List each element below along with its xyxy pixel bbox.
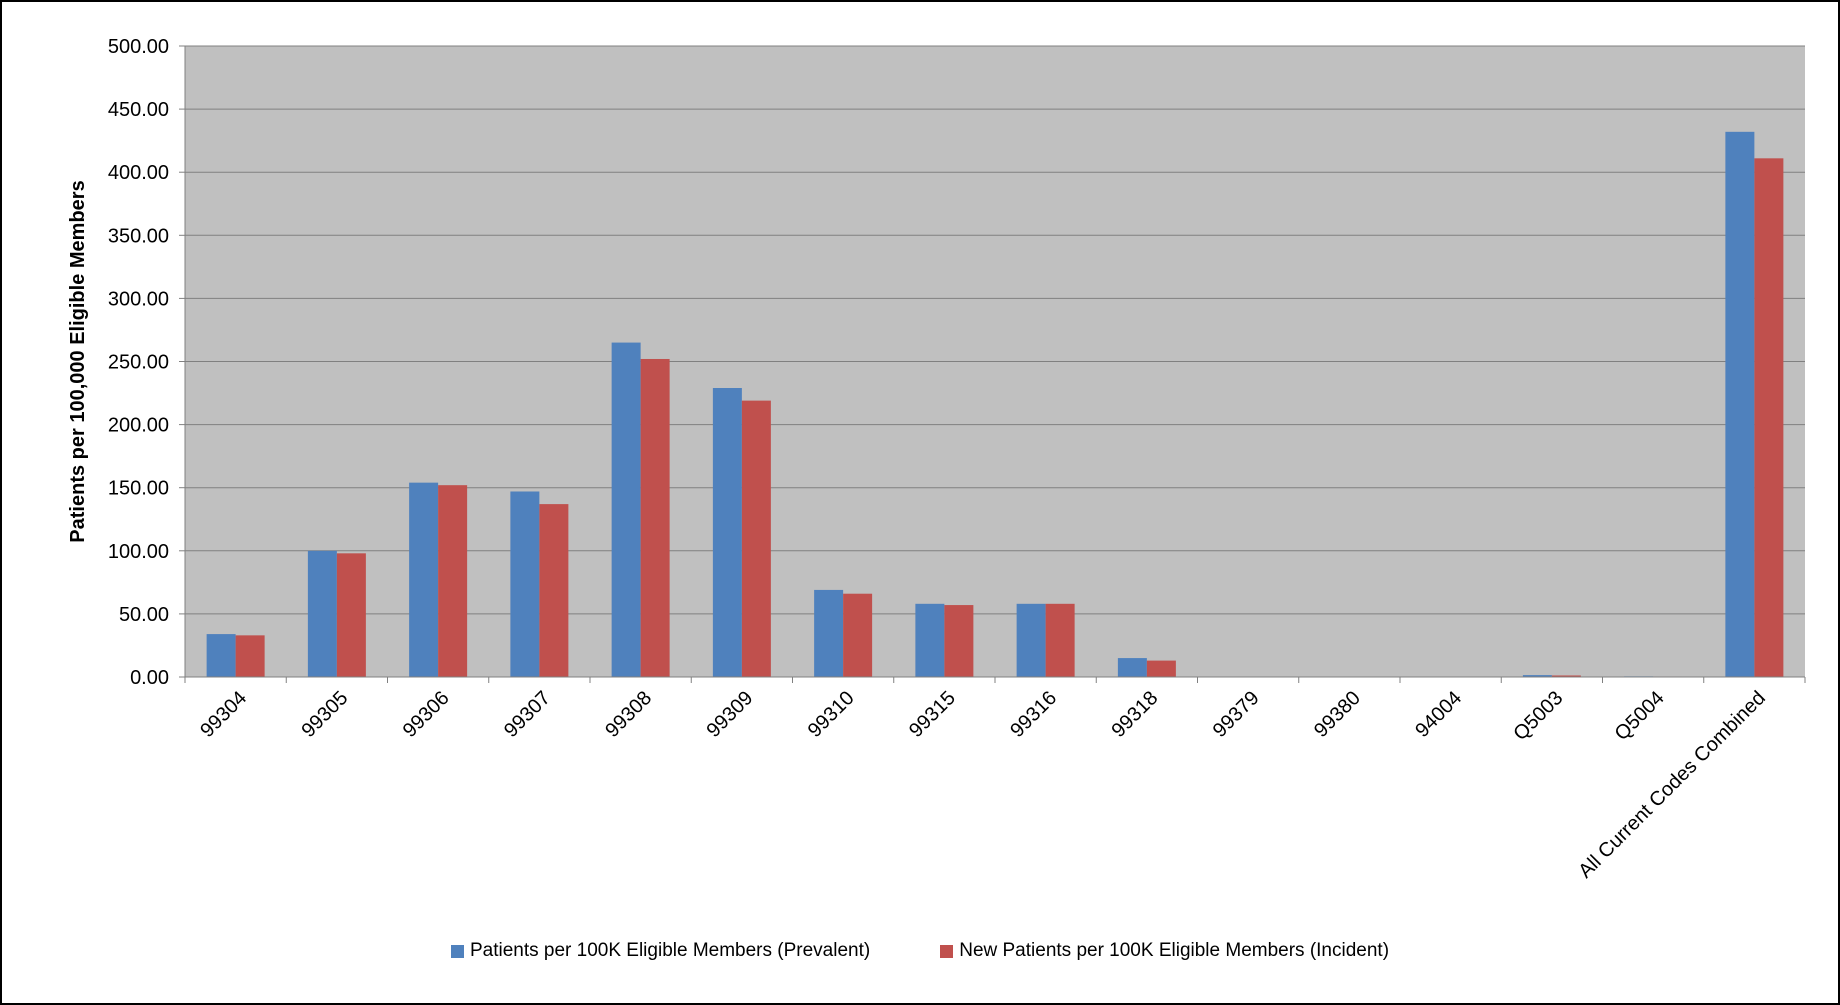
y-tick-label: 500.00	[108, 36, 169, 58]
bar-prevalent	[206, 634, 236, 677]
y-tick-label: 450.00	[108, 99, 169, 121]
y-axis-title: Patients per 100,000 Eligible Members	[67, 180, 89, 542]
bar-prevalent	[1522, 675, 1552, 677]
x-tick-label: 99309	[703, 687, 758, 742]
x-tick-label: 99304	[196, 687, 251, 742]
bar-prevalent	[915, 603, 945, 677]
y-tick-label: 300.00	[108, 288, 169, 310]
x-tick-label: 99318	[1108, 687, 1163, 742]
x-tick-label: All Current Codes Combined	[1574, 687, 1770, 883]
x-tick-label: 99379	[1209, 687, 1264, 742]
x-tick-label: 99315	[905, 687, 960, 742]
bar-prevalent	[611, 342, 641, 677]
bar-prevalent	[1725, 131, 1755, 678]
bar-incident	[640, 358, 670, 677]
bar-incident	[1754, 158, 1784, 677]
bar-incident	[1146, 660, 1176, 677]
bar-incident	[1045, 603, 1075, 677]
x-tick-label: 99305	[298, 687, 353, 742]
y-tick-label: 400.00	[108, 162, 169, 184]
bar-prevalent	[307, 550, 337, 677]
gridlines	[185, 45, 1805, 678]
bar-incident	[1551, 675, 1581, 677]
x-tick-label: Q5004	[1611, 687, 1669, 745]
x-axis-ticks: 99304 99305 99306 99307 99308 99309 99310 99315…	[184, 677, 1806, 883]
bar-prevalent	[1117, 658, 1147, 677]
bar-incident	[741, 400, 771, 677]
bar-incident	[944, 605, 974, 677]
bar-prevalent	[712, 388, 742, 677]
x-tick-label: Q5003	[1509, 687, 1567, 745]
bar-incident	[438, 485, 468, 677]
legend-item-prevalent: Patients per 100K Eligible Members (Prev…	[450, 940, 871, 962]
bar-prevalent	[814, 589, 844, 677]
y-axis-ticks: 0.00 50.00 100.00 150.00 200.00 250.00 300.00 3…	[108, 36, 185, 689]
bar-prevalent	[510, 491, 540, 677]
y-tick-label: 350.00	[108, 225, 169, 247]
y-tick-label: 150.00	[108, 478, 169, 500]
bar-prevalent	[1016, 603, 1046, 677]
legend-label-incident: New Patients per 100K Eligible Members (…	[959, 940, 1390, 961]
x-tick-label: 94004	[1411, 687, 1466, 742]
bar-incident	[235, 635, 265, 677]
legend-swatch-prevalent	[450, 944, 464, 958]
y-tick-label: 250.00	[108, 352, 169, 374]
bar-incident	[539, 504, 569, 677]
x-tick-label: 99316	[1006, 687, 1061, 742]
legend-swatch-incident	[940, 944, 954, 958]
y-tick-label: 200.00	[108, 415, 169, 437]
x-tick-label: 99306	[399, 687, 454, 742]
x-tick-label: 99308	[601, 687, 656, 742]
y-tick-label: 0.00	[130, 667, 169, 689]
bar-prevalent	[409, 482, 439, 677]
legend-label-prevalent: Patients per 100K Eligible Members (Prev…	[469, 940, 871, 961]
y-tick-label: 100.00	[108, 541, 169, 563]
y-tick-label: 50.00	[119, 604, 169, 626]
legend-item-incident: New Patients per 100K Eligible Members (…	[940, 940, 1389, 962]
x-tick-label: 99307	[500, 687, 555, 742]
bar-incident	[336, 553, 366, 677]
bar-incident	[843, 593, 873, 677]
x-tick-label: 99380	[1310, 687, 1365, 742]
legend: Patients per 100K Eligible Members (Prev…	[0, 936, 1840, 966]
bars	[206, 131, 1784, 678]
x-tick-label: 99310	[804, 687, 859, 742]
